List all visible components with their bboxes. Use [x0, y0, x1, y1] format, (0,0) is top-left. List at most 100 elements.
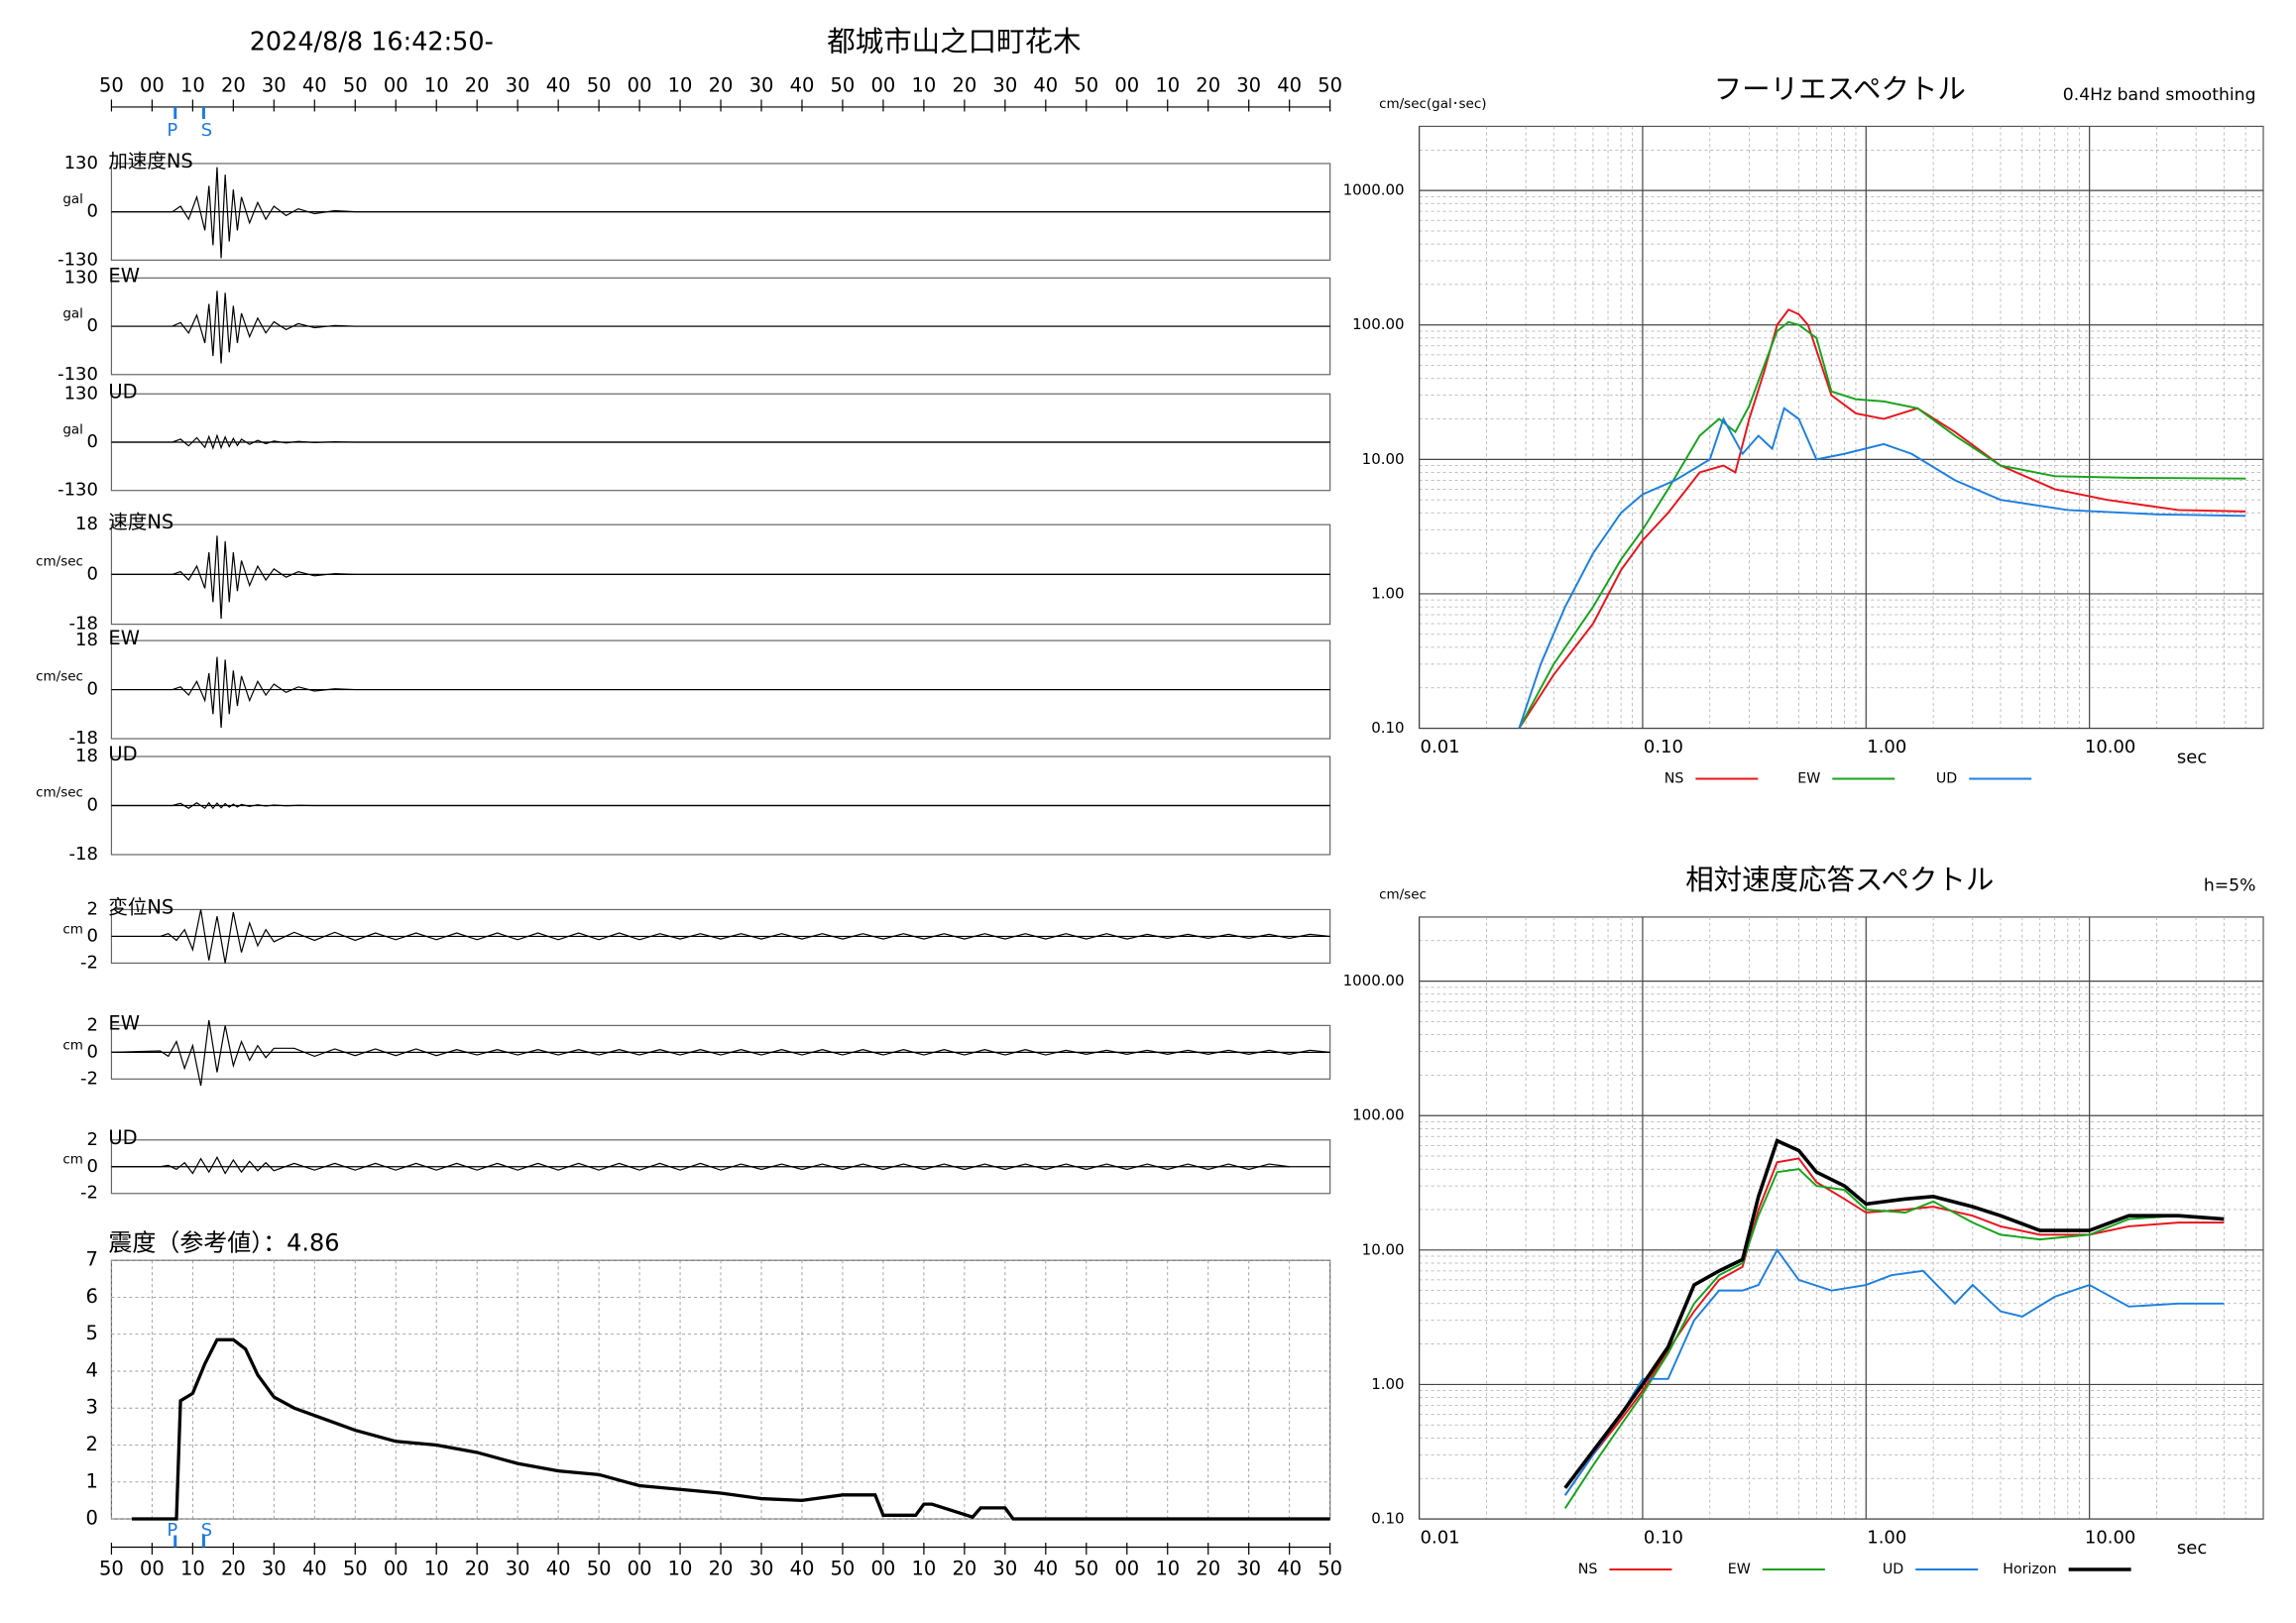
time-tick-label: 50: [831, 73, 856, 96]
y-tick-label: 10.00: [1362, 1240, 1405, 1258]
y-tick-label: 6: [86, 1285, 98, 1308]
time-tick-label: 00: [628, 1558, 652, 1580]
y-tick-label: 100.00: [1352, 1106, 1404, 1124]
time-tick-label: 40: [1033, 73, 1058, 96]
waveform-line: [111, 535, 1330, 620]
station-name: 都城市山之口町花木: [827, 26, 1081, 58]
y-tick-label: 0.10: [1371, 1510, 1404, 1528]
panel-label: 加速度NS: [108, 150, 192, 173]
spectrum-line: [1563, 1248, 2225, 1496]
waveform-line: [111, 909, 1330, 964]
x-tick-label: 0.10: [1644, 1528, 1683, 1549]
intensity-title: 震度（参考値）：4.86: [108, 1229, 339, 1257]
phase-label: P: [167, 1520, 177, 1541]
y-tick-label: 0: [86, 431, 97, 452]
time-tick-label: 40: [1033, 1558, 1058, 1580]
spectrum-plot: [1418, 125, 2264, 730]
y-tick-label: -130: [57, 364, 98, 385]
spectrum-line: [1563, 1157, 2225, 1496]
y-tick-label: 1000.00: [1343, 181, 1405, 199]
y-tick-label: 0: [86, 1507, 98, 1530]
spectrum-line: [1563, 1168, 2225, 1509]
time-tick-label: 50: [831, 1558, 856, 1580]
time-tick-label: 00: [1114, 73, 1139, 96]
time-tick-label: 20: [709, 73, 734, 96]
time-tick-label: 30: [262, 1558, 287, 1580]
waveform-line: [111, 801, 1330, 810]
time-tick-label: 20: [465, 73, 490, 96]
y-tick-label: -2: [80, 952, 98, 973]
spectrum-line: [1518, 320, 2246, 729]
time-tick-label: 00: [384, 73, 408, 96]
time-tick-label: 50: [1318, 1558, 1342, 1580]
y-tick-label: -18: [69, 728, 98, 749]
y-tick-label: 0: [86, 679, 97, 700]
legend-label: EW: [1728, 1562, 1751, 1577]
time-tick-label: 40: [790, 1558, 815, 1580]
panel-frame: [110, 1259, 1331, 1520]
time-tick-label: 30: [992, 73, 1017, 96]
time-tick-label: 20: [221, 1558, 246, 1580]
y-tick-label: -18: [69, 844, 98, 865]
unit-label: cm/sec: [36, 553, 83, 569]
legend-label: Horizon: [2003, 1562, 2056, 1577]
panel-label: EW: [108, 627, 140, 649]
panel-label: UD: [108, 1126, 137, 1149]
y-tick-label: 1000.00: [1343, 972, 1405, 989]
y-tick-label: 0: [86, 563, 97, 584]
time-tick-label: 10: [424, 73, 449, 96]
time-tick-label: 10: [912, 1558, 937, 1580]
y-tick-label: 0.10: [1371, 719, 1404, 737]
time-tick-label: 50: [587, 1558, 612, 1580]
time-tick-label: 20: [221, 73, 246, 96]
intensity-line: [131, 1337, 1330, 1521]
waveform-line: [111, 290, 1330, 364]
y-tick-label: 0: [86, 1156, 97, 1177]
y-tick-label: 10.00: [1362, 450, 1405, 468]
y-tick-label: 2: [86, 1014, 97, 1035]
chart-subtitle: 0.4Hz band smoothing: [2063, 85, 2256, 105]
spectrum-line: [1518, 406, 2246, 729]
phase-label: P: [167, 120, 177, 141]
time-tick-label: 00: [871, 73, 896, 96]
time-tick-label: 10: [912, 73, 937, 96]
time-tick-label: 20: [465, 1558, 490, 1580]
panel-label: EW: [108, 1011, 140, 1034]
waveform-line: [111, 433, 1330, 450]
x-tick-label: 0.01: [1421, 1528, 1460, 1549]
time-tick-label: 30: [262, 73, 287, 96]
y-axis-label: cm/sec(gal･sec): [1379, 96, 1486, 112]
time-tick-label: 40: [790, 73, 815, 96]
panel-label: EW: [108, 264, 140, 287]
time-tick-label: 50: [99, 73, 124, 96]
x-tick-label: 10.00: [2085, 1528, 2135, 1549]
y-tick-label: -130: [57, 249, 98, 270]
legend-label: UD: [1936, 771, 1957, 787]
datetime: 2024/8/8 16:42:50-: [250, 28, 494, 58]
time-tick-label: 20: [1196, 1558, 1220, 1580]
time-tick-label: 00: [140, 1558, 165, 1580]
y-tick-label: 130: [64, 153, 98, 174]
spectrum-plot: [1418, 916, 2264, 1520]
chart-title: フーリエスペクトル: [1714, 72, 1966, 105]
y-tick-label: 2: [86, 1433, 98, 1455]
y-tick-label: 1.00: [1371, 584, 1404, 602]
time-tick-label: 20: [709, 1558, 734, 1580]
y-tick-label: 18: [75, 514, 98, 534]
y-tick-label: 2: [86, 1129, 97, 1150]
legend-label: NS: [1665, 771, 1684, 787]
legend-label: UD: [1883, 1562, 1903, 1577]
y-tick-label: 0: [86, 201, 97, 222]
time-tick-label: 20: [952, 1558, 976, 1580]
x-tick-label: 0.10: [1644, 737, 1683, 757]
time-tick-label: 40: [1277, 1558, 1302, 1580]
y-tick-label: -130: [57, 480, 98, 501]
time-tick-label: 10: [1155, 73, 1180, 96]
y-tick-label: 130: [64, 267, 98, 288]
legend-label: NS: [1578, 1562, 1598, 1577]
time-tick-label: 40: [302, 73, 327, 96]
phase-label: S: [201, 120, 212, 141]
waveform-line: [111, 656, 1330, 729]
time-tick-label: 00: [628, 73, 652, 96]
x-axis-label: sec: [2177, 748, 2207, 768]
